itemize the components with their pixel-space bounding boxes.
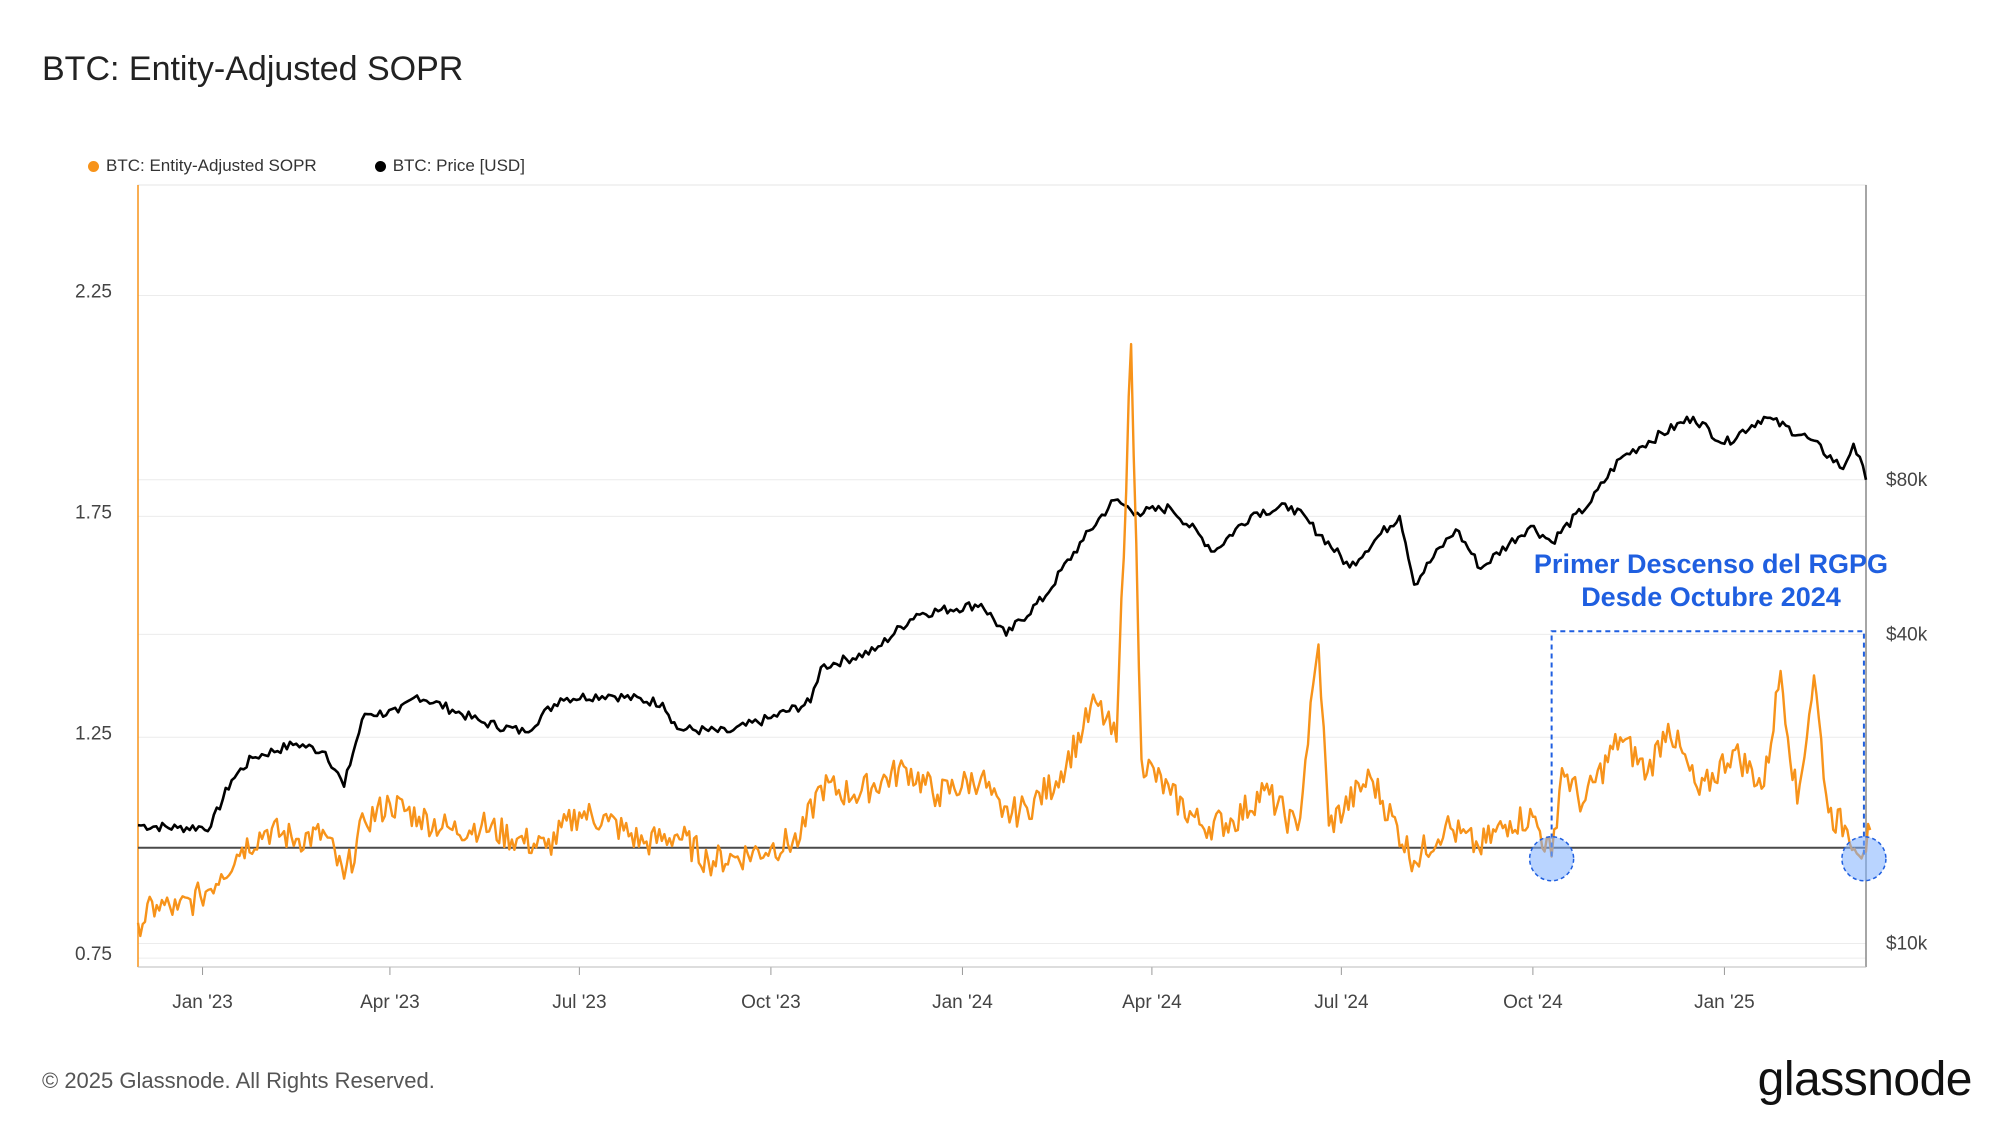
x-tick-label: Jul '23 xyxy=(552,992,606,1013)
annotation-bracket xyxy=(1550,630,1865,857)
annotation-line-1: Primer Descenso del RGPG xyxy=(1533,549,1889,579)
annotation-text: Primer Descenso del RGPG Desde Octubre 2… xyxy=(1466,548,1956,614)
y-left-tick-label: 1.25 xyxy=(75,723,112,744)
axis-layer: 0.75 1.25 1.75 2.25 $10k $40k $80k Jan '23 Apr '… xyxy=(75,185,1928,1013)
price-series-line xyxy=(137,415,1868,834)
legend-dot-price xyxy=(374,160,386,172)
y-right-tick-label: $10k xyxy=(1886,934,1928,955)
highlight-circle-2 xyxy=(1841,836,1887,882)
legend-item-price[interactable]: BTC: Price [USD] xyxy=(374,156,525,176)
legend-item-sopr[interactable]: BTC: Entity-Adjusted SOPR xyxy=(88,156,317,176)
y-left-tick-label: 2.25 xyxy=(75,281,112,302)
chart-title: BTC: Entity-Adjusted SOPR xyxy=(42,50,464,88)
annotation-layer xyxy=(1528,630,1887,882)
x-tick-label: Jan '25 xyxy=(1694,992,1755,1013)
x-tick-label: Jan '24 xyxy=(932,992,993,1013)
y-right-tick-label: $40k xyxy=(1886,624,1928,645)
x-tick-label: Oct '24 xyxy=(1503,992,1563,1013)
y-right-tick-label: $80k xyxy=(1886,470,1928,491)
grid-layer xyxy=(137,184,1867,968)
x-tick-label: Jan '23 xyxy=(172,992,233,1013)
sopr-series-line xyxy=(136,342,1872,938)
legend-dot-sopr xyxy=(88,160,99,172)
y-left-tick-label: 1.75 xyxy=(75,502,112,523)
legend-label-sopr: BTC: Entity-Adjusted SOPR xyxy=(106,156,317,175)
y-left-tick-label: 0.75 xyxy=(75,944,112,965)
legend-label-price: BTC: Price [USD] xyxy=(392,156,525,175)
brand-logo: glassnode xyxy=(1757,1053,1973,1106)
chart-legend: BTC: Entity-Adjusted SOPR BTC: Price [US… xyxy=(88,156,583,176)
x-tick-label: Apr '23 xyxy=(360,992,420,1013)
series-layer xyxy=(136,342,1872,938)
copyright-text: © 2025 Glassnode. All Rights Reserved. xyxy=(42,1068,435,1093)
annotation-line-2: Desde Octubre 2024 xyxy=(1581,582,1841,612)
highlight-circle-1 xyxy=(1528,836,1575,882)
x-tick-label: Oct '23 xyxy=(741,992,801,1013)
x-tick-label: Apr '24 xyxy=(1122,992,1182,1013)
x-tick-label: Jul '24 xyxy=(1314,992,1369,1013)
